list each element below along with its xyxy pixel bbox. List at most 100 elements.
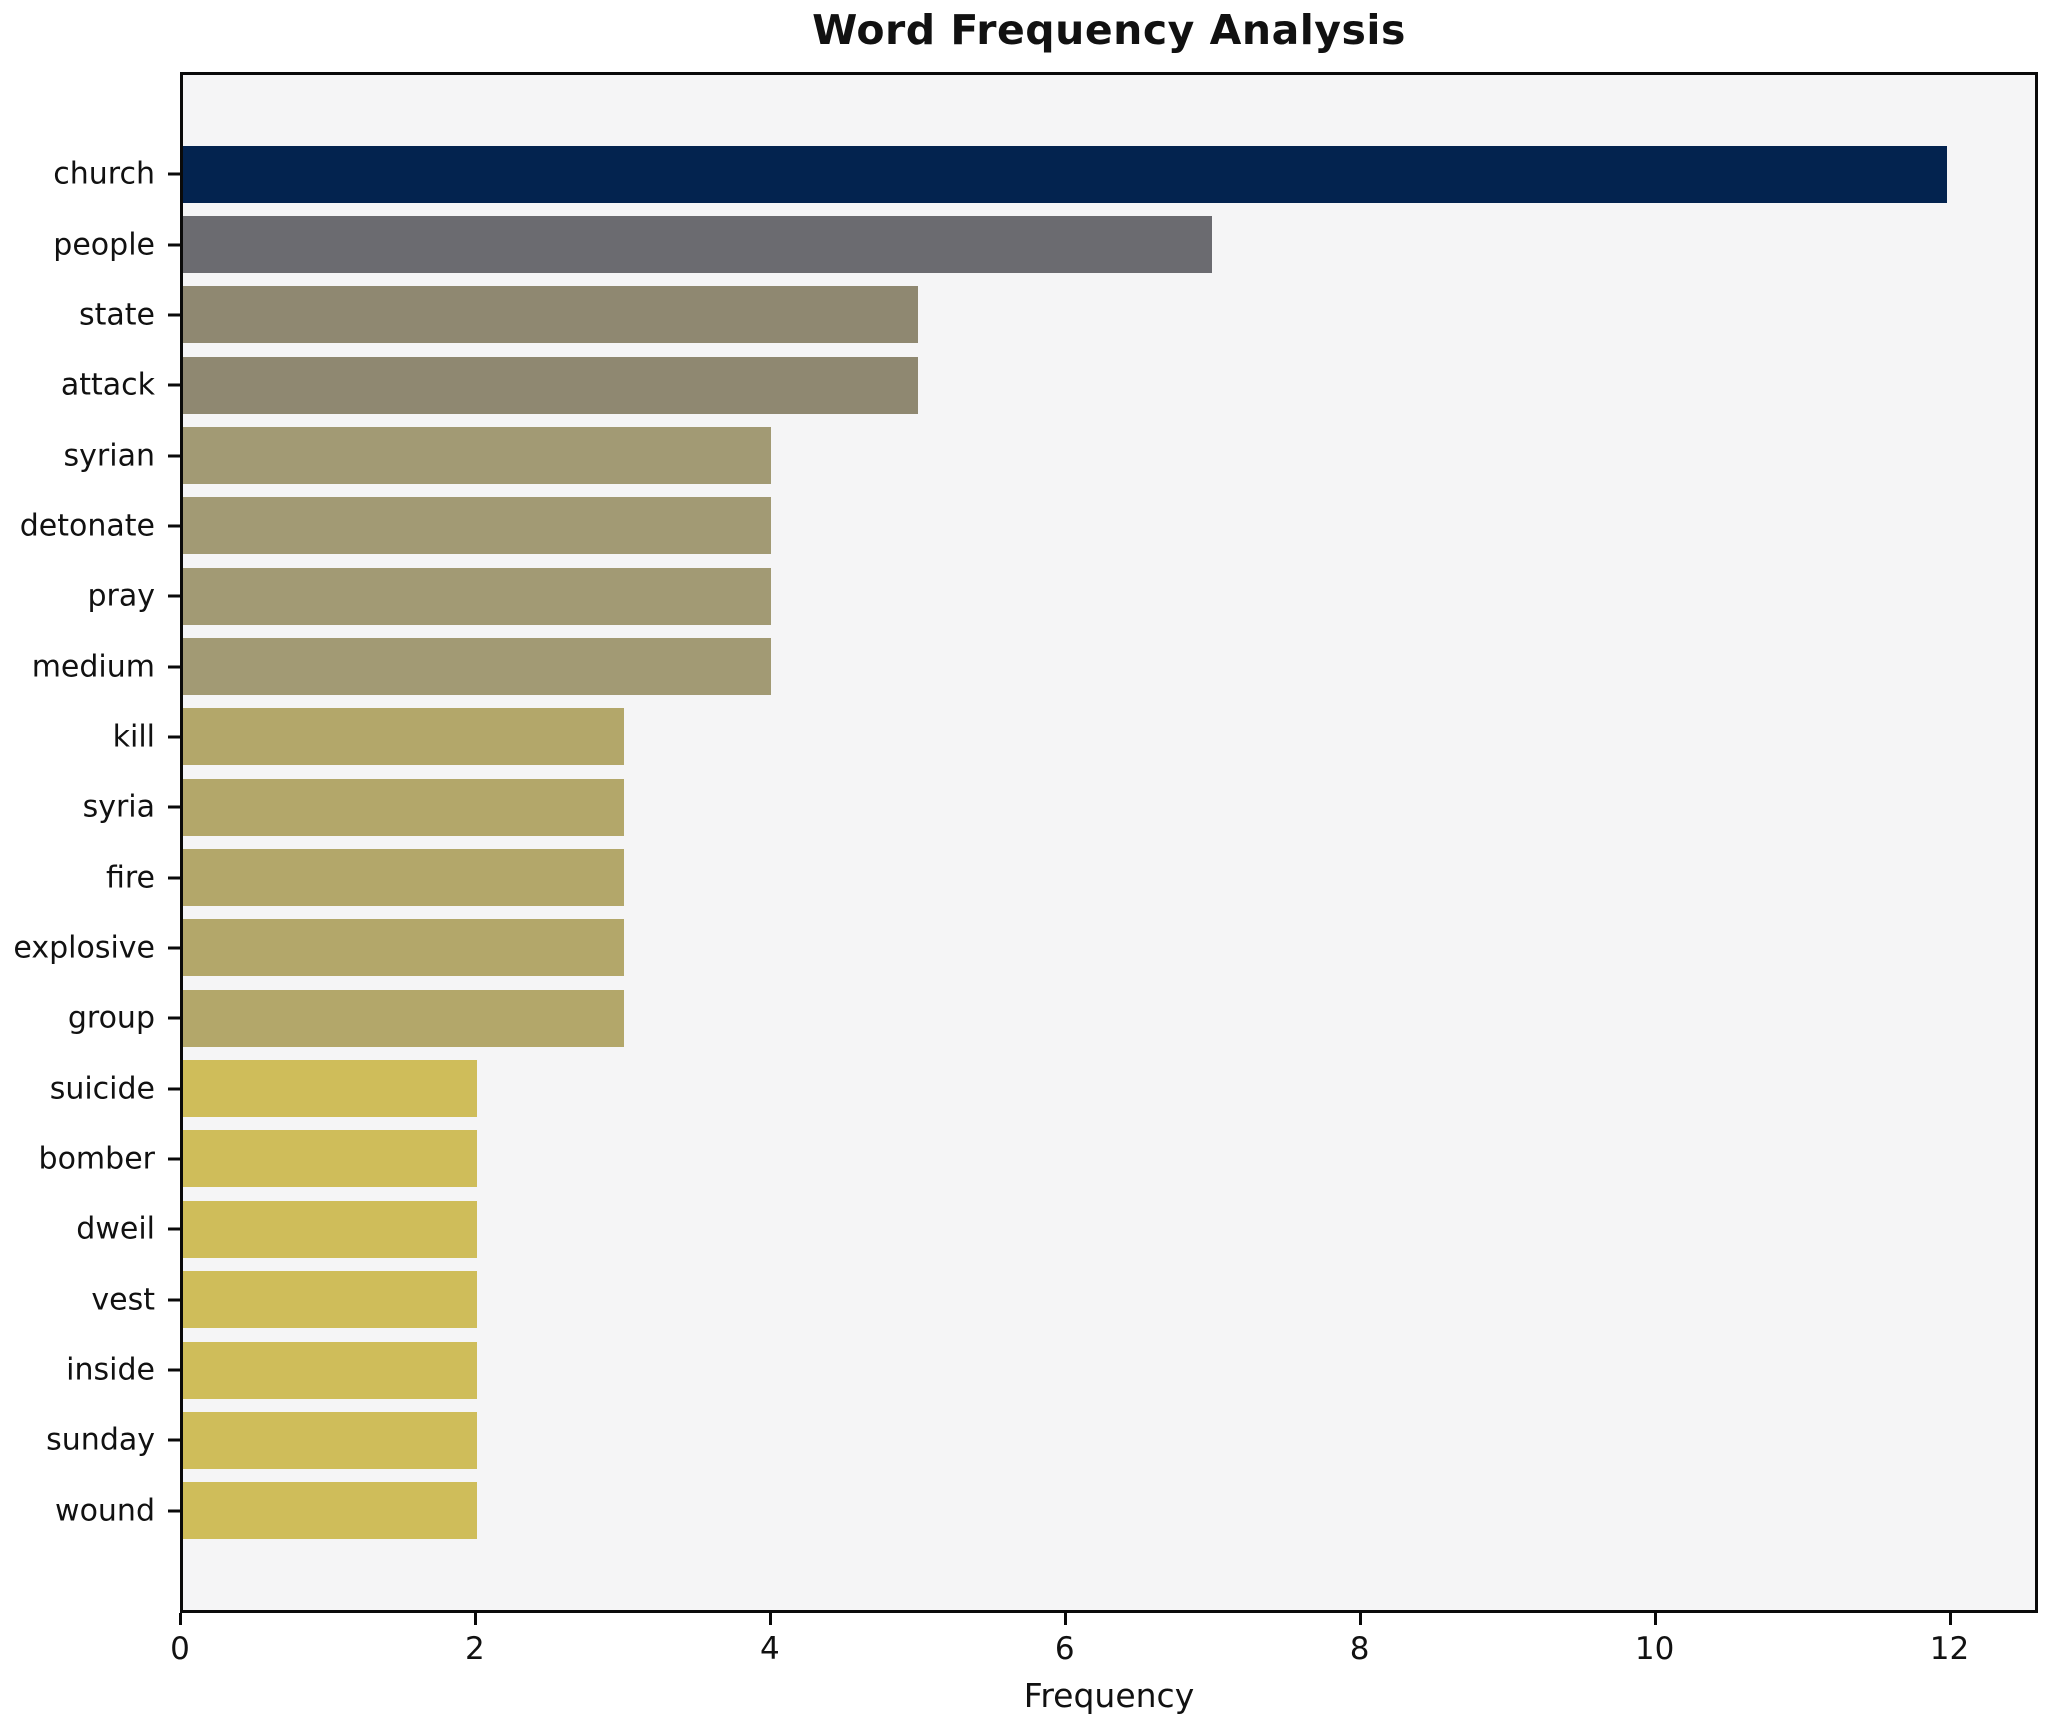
bar-row: vest — [91, 1265, 2035, 1335]
bar-row: inside — [66, 1335, 2035, 1405]
y-tick-mark — [168, 1087, 180, 1091]
y-tick-mark — [168, 1157, 180, 1161]
x-tick-mark — [473, 1613, 477, 1625]
bar-row: wound — [55, 1476, 2035, 1546]
bar-row: pray — [87, 561, 2035, 631]
bar-row: medium — [32, 631, 2035, 701]
y-tick-label: fire — [105, 860, 155, 896]
y-tick-label: wound — [55, 1493, 155, 1529]
bar-row: kill — [113, 702, 2035, 772]
bar — [183, 216, 1212, 274]
x-tick-label: 8 — [1349, 1631, 1370, 1667]
y-tick-label: kill — [112, 719, 155, 755]
bar — [183, 1060, 477, 1118]
bar-row: dweil — [76, 1194, 2035, 1264]
bar-row: people — [53, 209, 2035, 279]
x-tick-label: 0 — [170, 1631, 190, 1667]
y-tick-label: attack — [60, 367, 155, 403]
y-tick-mark — [168, 876, 180, 880]
bar — [183, 638, 771, 696]
y-tick-mark — [168, 1438, 180, 1442]
bar-row: church — [53, 139, 2035, 209]
bar — [183, 1130, 477, 1188]
bar — [183, 286, 918, 344]
bars: church people state attack syrian detonate pra… — [13, 139, 2035, 1546]
x-tick-mark — [1063, 1613, 1067, 1625]
y-tick-mark — [168, 383, 180, 387]
bar — [183, 497, 771, 555]
y-tick-mark — [168, 594, 180, 598]
bar — [183, 849, 624, 907]
y-tick-mark — [168, 454, 180, 458]
x-tick-label: 6 — [1054, 1631, 1075, 1667]
y-tick-mark — [168, 524, 180, 528]
x-tick-mark — [179, 1613, 182, 1625]
y-tick-label: sunday — [46, 1422, 155, 1458]
bar — [183, 708, 624, 766]
y-tick-label: pray — [87, 578, 155, 614]
plot-area: church people state attack syrian detonate pra… — [13, 72, 2038, 1613]
bar — [183, 1411, 477, 1469]
y-tick-mark — [168, 946, 180, 950]
x-tick-mark — [1948, 1613, 1952, 1625]
bar — [183, 1271, 477, 1329]
y-tick-label: inside — [66, 1352, 155, 1388]
bar — [183, 1200, 477, 1258]
y-tick-mark — [168, 172, 180, 176]
bar-row: suicide — [50, 1053, 2035, 1123]
x-axis-label: Frequency — [1023, 1676, 1195, 1715]
y-tick-label: group — [67, 1000, 155, 1036]
y-tick-label: syrian — [63, 438, 155, 474]
y-tick-mark — [168, 1298, 180, 1302]
x-axis: 0 2 4 6 8 10 12 — [170, 1613, 2038, 1683]
bar-row: state — [79, 280, 2035, 350]
bar — [183, 567, 771, 625]
y-tick-label: people — [53, 227, 155, 263]
y-tick-label: suicide — [49, 1071, 155, 1107]
bar-row: syria — [83, 772, 2035, 842]
bar-row: sunday — [46, 1405, 2035, 1475]
y-tick-mark — [168, 805, 180, 809]
bar — [183, 145, 1947, 203]
x-tick-label: 2 — [465, 1631, 485, 1667]
y-tick-mark — [168, 243, 180, 247]
x-tick-mark — [1653, 1613, 1657, 1625]
bar — [183, 427, 771, 485]
y-tick-mark — [168, 735, 180, 739]
y-tick-label: state — [79, 297, 155, 333]
bar — [183, 778, 624, 836]
bar — [183, 1482, 477, 1540]
y-tick-mark — [168, 1227, 180, 1231]
bar — [183, 356, 918, 414]
y-tick-mark — [168, 313, 180, 317]
y-tick-mark — [168, 1016, 180, 1020]
y-tick-label: vest — [91, 1282, 155, 1318]
y-tick-mark — [168, 1368, 180, 1372]
bar-row: detonate — [20, 491, 2035, 561]
bar-row: explosive — [13, 913, 2035, 983]
x-tick-label: 10 — [1634, 1631, 1675, 1667]
x-tick-mark — [1358, 1613, 1362, 1625]
y-tick-label: detonate — [19, 508, 155, 544]
bar — [183, 1341, 477, 1399]
bar — [183, 919, 624, 977]
y-tick-label: syria — [82, 789, 155, 825]
y-tick-label: explosive — [13, 930, 155, 966]
bar-row: bomber — [39, 1124, 2035, 1194]
y-tick-label: bomber — [38, 1141, 155, 1177]
y-tick-label: church — [53, 156, 155, 192]
bar-row: fire — [106, 842, 2035, 912]
bar — [183, 989, 624, 1047]
x-tick-label: 12 — [1929, 1631, 1970, 1667]
bar-row: attack — [61, 350, 2035, 420]
bar-row: syrian — [64, 420, 2035, 490]
y-tick-mark — [168, 1509, 180, 1513]
x-tick-label: 4 — [759, 1631, 780, 1667]
y-tick-mark — [168, 665, 180, 669]
y-tick-label: dweil — [76, 1211, 155, 1247]
chart-title: Word Frequency Analysis — [812, 6, 1406, 54]
bar-row: group — [68, 983, 2035, 1053]
y-tick-label: medium — [31, 649, 155, 685]
x-tick-mark — [768, 1613, 772, 1625]
